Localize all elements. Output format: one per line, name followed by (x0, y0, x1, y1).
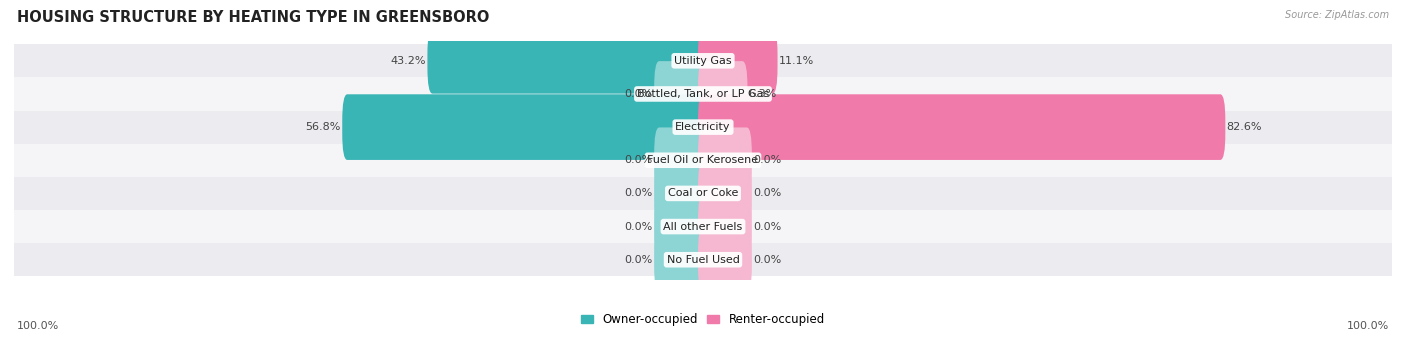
FancyBboxPatch shape (654, 61, 709, 127)
FancyBboxPatch shape (697, 128, 752, 193)
Text: 0.0%: 0.0% (754, 189, 782, 198)
FancyBboxPatch shape (14, 210, 1392, 243)
Text: 56.8%: 56.8% (305, 122, 342, 132)
FancyBboxPatch shape (654, 227, 709, 293)
FancyBboxPatch shape (14, 177, 1392, 210)
FancyBboxPatch shape (654, 194, 709, 260)
Text: 0.0%: 0.0% (624, 189, 652, 198)
Text: 0.0%: 0.0% (624, 222, 652, 232)
FancyBboxPatch shape (654, 161, 709, 226)
Text: 82.6%: 82.6% (1226, 122, 1263, 132)
Text: Coal or Coke: Coal or Coke (668, 189, 738, 198)
FancyBboxPatch shape (14, 44, 1392, 77)
Text: 0.0%: 0.0% (624, 255, 652, 265)
Text: Utility Gas: Utility Gas (675, 56, 731, 66)
FancyBboxPatch shape (697, 61, 748, 127)
Text: 100.0%: 100.0% (17, 321, 59, 331)
FancyBboxPatch shape (697, 194, 752, 260)
Text: 0.0%: 0.0% (624, 89, 652, 99)
FancyBboxPatch shape (14, 243, 1392, 276)
FancyBboxPatch shape (697, 227, 752, 293)
Text: All other Fuels: All other Fuels (664, 222, 742, 232)
FancyBboxPatch shape (342, 94, 709, 160)
Text: 0.0%: 0.0% (624, 155, 652, 165)
Text: HOUSING STRUCTURE BY HEATING TYPE IN GREENSBORO: HOUSING STRUCTURE BY HEATING TYPE IN GRE… (17, 10, 489, 25)
Text: Bottled, Tank, or LP Gas: Bottled, Tank, or LP Gas (637, 89, 769, 99)
FancyBboxPatch shape (697, 161, 752, 226)
Text: 6.3%: 6.3% (749, 89, 778, 99)
Text: No Fuel Used: No Fuel Used (666, 255, 740, 265)
FancyBboxPatch shape (14, 110, 1392, 144)
FancyBboxPatch shape (654, 128, 709, 193)
Text: 100.0%: 100.0% (1347, 321, 1389, 331)
Text: 43.2%: 43.2% (391, 56, 426, 66)
Legend: Owner-occupied, Renter-occupied: Owner-occupied, Renter-occupied (581, 313, 825, 326)
Text: Source: ZipAtlas.com: Source: ZipAtlas.com (1285, 10, 1389, 20)
Text: 0.0%: 0.0% (754, 222, 782, 232)
Text: Fuel Oil or Kerosene: Fuel Oil or Kerosene (647, 155, 759, 165)
FancyBboxPatch shape (697, 28, 778, 94)
Text: 0.0%: 0.0% (754, 255, 782, 265)
FancyBboxPatch shape (697, 94, 1226, 160)
FancyBboxPatch shape (14, 144, 1392, 177)
Text: Electricity: Electricity (675, 122, 731, 132)
FancyBboxPatch shape (427, 28, 709, 94)
FancyBboxPatch shape (14, 77, 1392, 110)
Text: 0.0%: 0.0% (754, 155, 782, 165)
Text: 11.1%: 11.1% (779, 56, 814, 66)
